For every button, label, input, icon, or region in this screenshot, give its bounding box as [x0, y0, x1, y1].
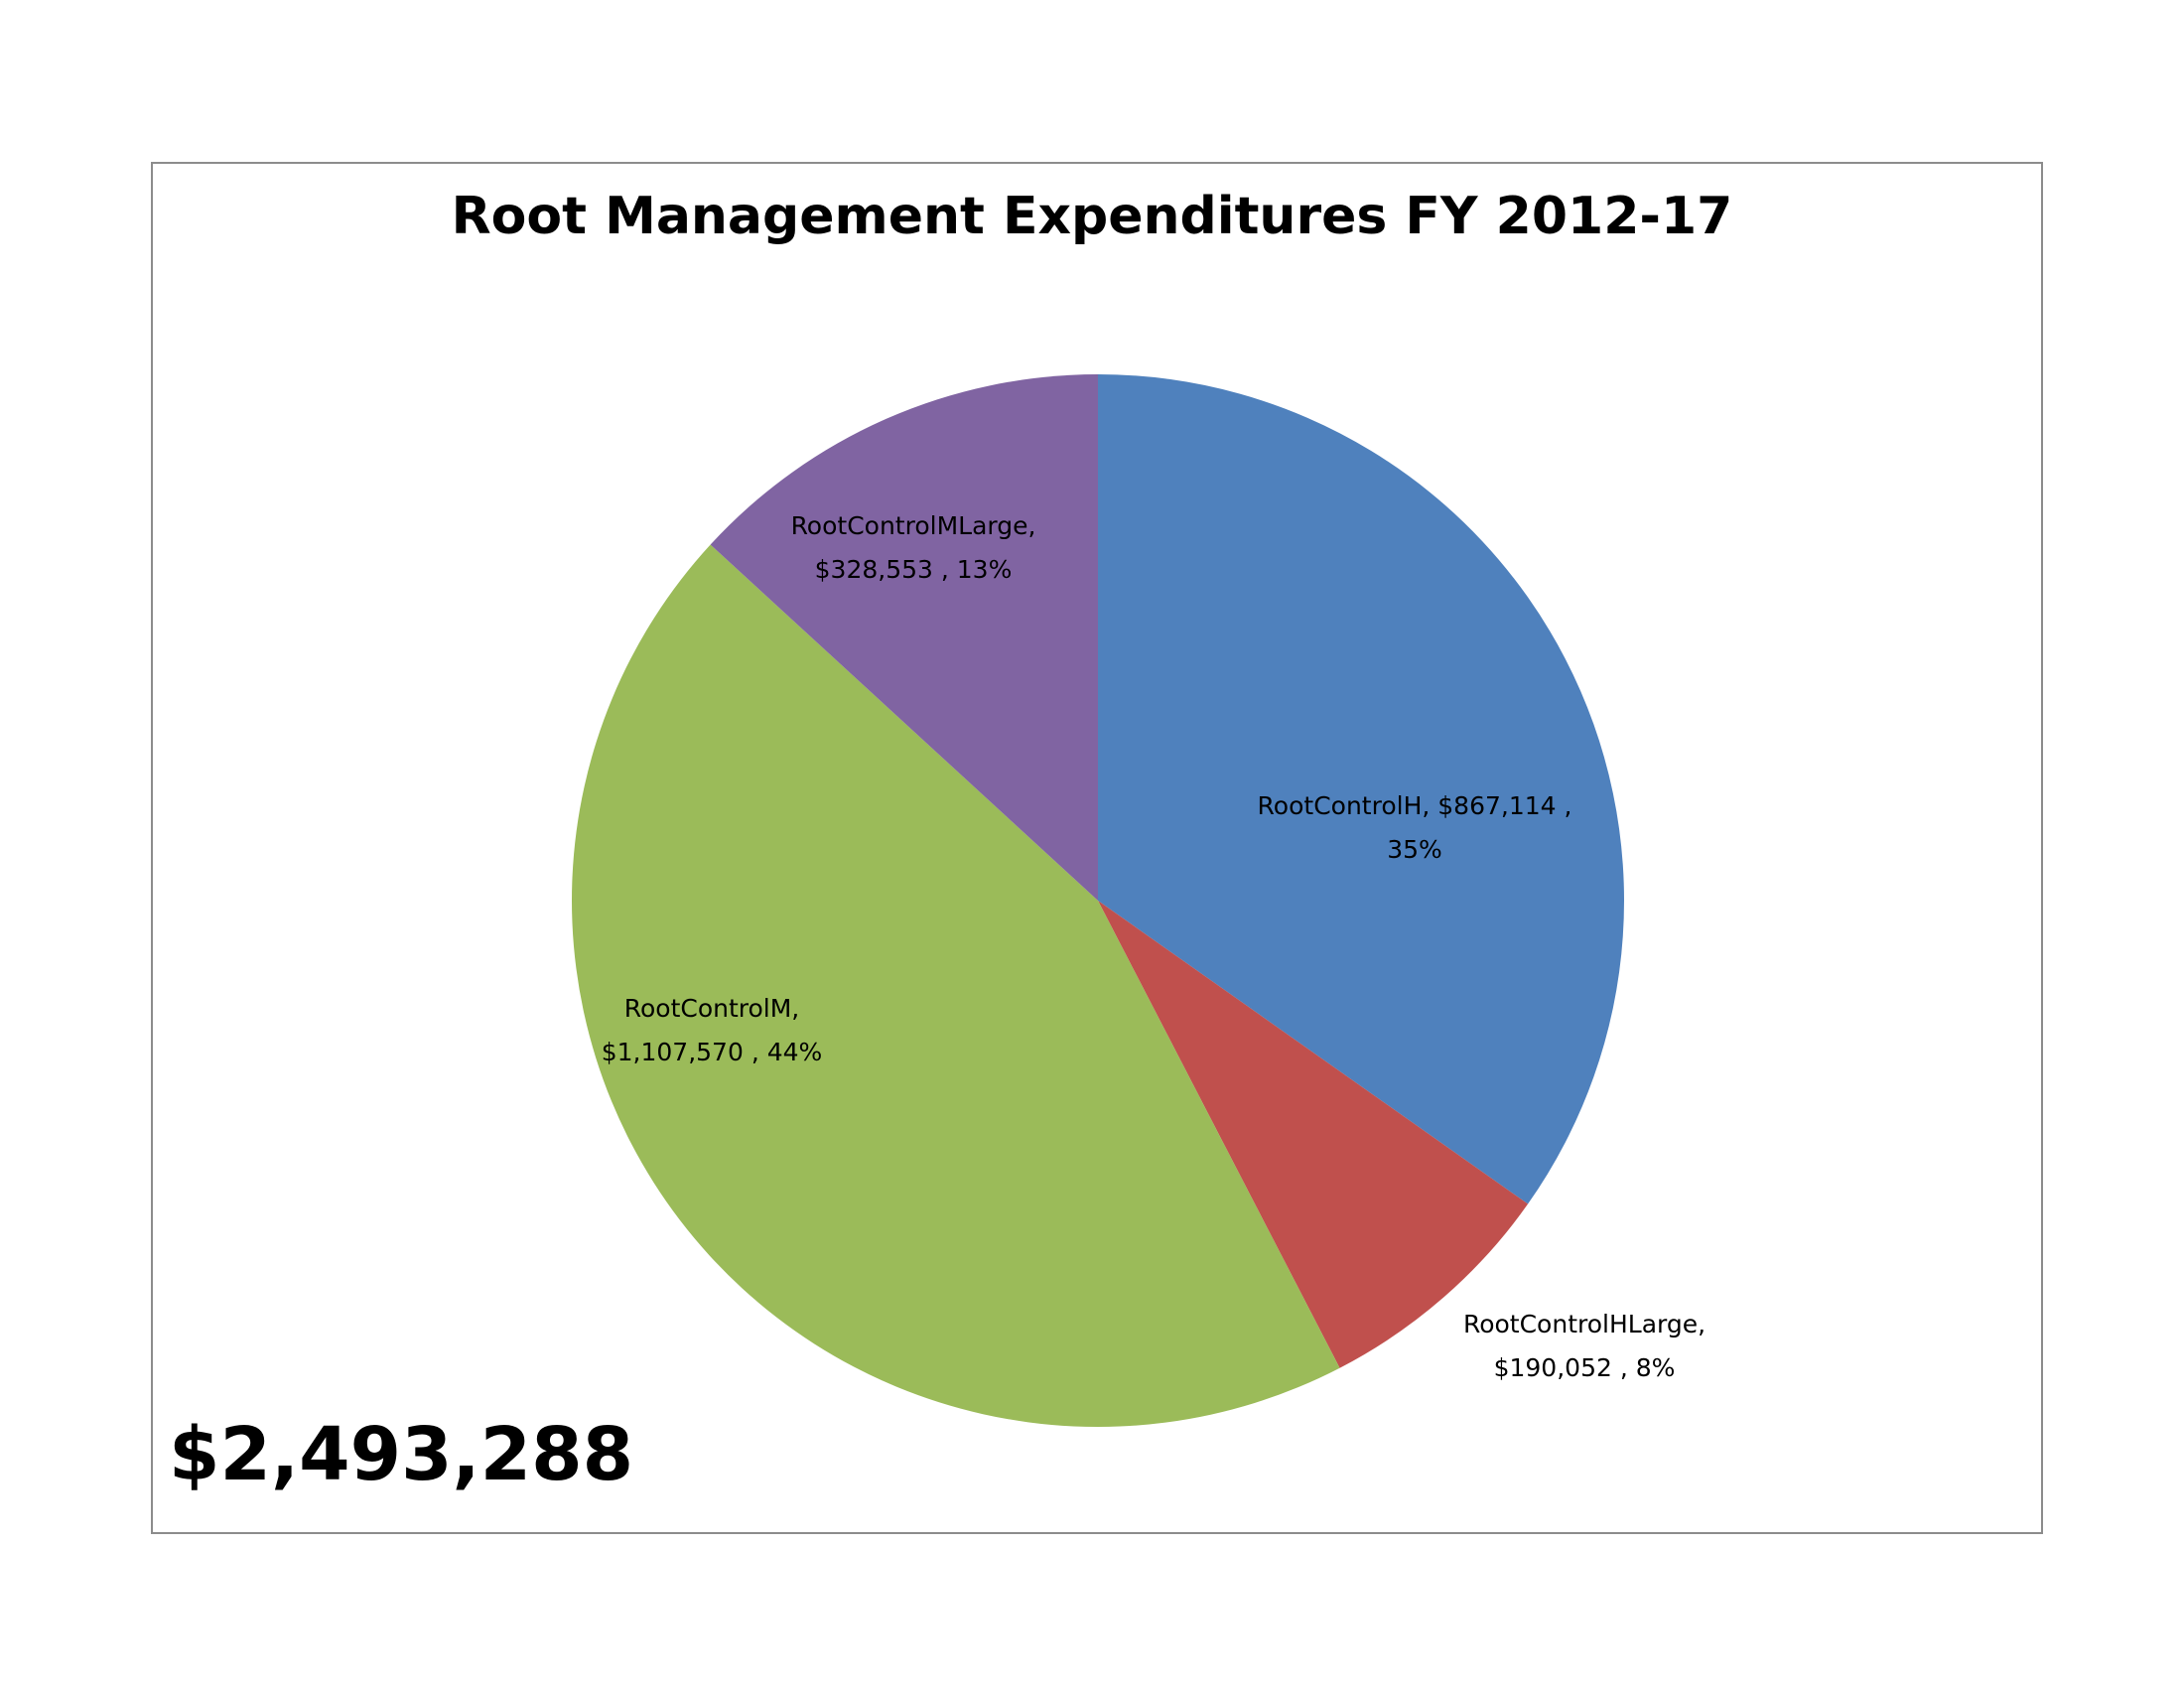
slice-label-rootcontrolhlarge-line1: RootControlHLarge,	[1462, 1310, 1706, 1338]
slice-label-rootcontrolm-line2: $1,107,570 , 44%	[601, 1038, 823, 1066]
total-expenditure: $2,493,288	[169, 1412, 634, 1497]
slice-label-rootcontrolmlarge: RootControlMLarge, $328,553 , 13%	[791, 504, 1036, 592]
slice-label-rootcontrolm-line1: RootControlM,	[623, 994, 800, 1023]
chart-title: Root Management Expenditures FY 2012-17	[451, 187, 1733, 246]
slice-label-rootcontrolhlarge: RootControlHLarge, $190,052 , 8%	[1463, 1303, 1706, 1390]
pie-slice-rootcontrolmlarge	[710, 374, 1098, 901]
slice-label-rootcontrolh-line2: 35%	[1387, 835, 1442, 864]
slice-label-rootcontrolh: RootControlH, $867,114 , 35%	[1258, 784, 1572, 872]
slice-label-rootcontrolm: RootControlM, $1,107,570 , 44%	[602, 987, 823, 1074]
pie-slice-rootcontrolhlarge	[1098, 901, 1529, 1368]
slice-label-rootcontrolmlarge-line2: $328,553 , 13%	[814, 555, 1013, 584]
slice-label-rootcontrolh-line1: RootControlH, $867,114 ,	[1257, 791, 1572, 820]
pie-slice-rootcontrolh	[1098, 374, 1624, 1204]
pie-slice-rootcontrolm	[571, 544, 1340, 1427]
slice-label-rootcontrolhlarge-line2: $190,052 , 8%	[1493, 1353, 1676, 1382]
slice-label-rootcontrolmlarge-line1: RootControlMLarge,	[790, 511, 1036, 540]
